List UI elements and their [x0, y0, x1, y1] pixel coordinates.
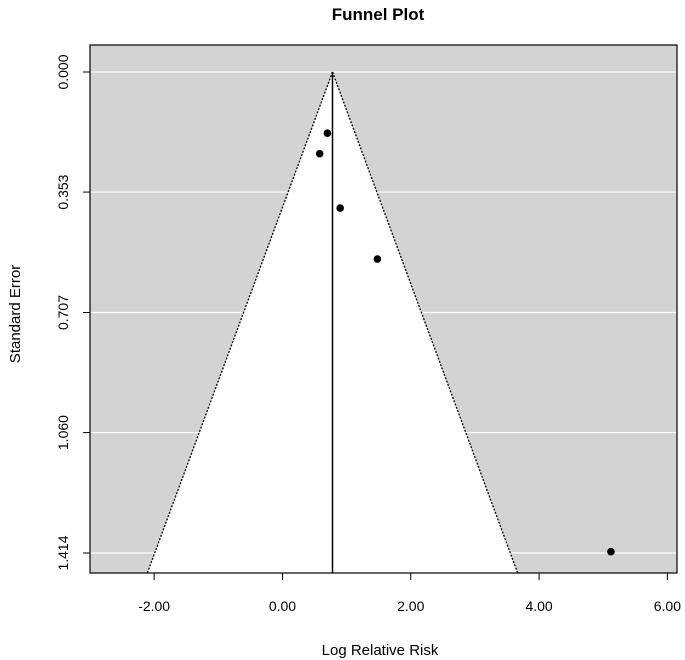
- study-points: [315, 129, 615, 556]
- study-point-0: [323, 129, 332, 138]
- study-point-1: [315, 149, 324, 158]
- chart-title: Funnel Plot: [332, 5, 425, 24]
- y-tick-label-2: 0.707: [55, 295, 71, 330]
- x-tick-label-0: -2.00: [138, 598, 170, 614]
- funnel-right-edge: [331, 71, 519, 574]
- x-tick-label-1: 0.00: [269, 598, 296, 614]
- study-point-4: [607, 547, 615, 556]
- y-tick-label-1: 0.353: [55, 174, 71, 209]
- y-axis-label: Standard Error: [7, 265, 24, 363]
- x-axis: -2.00 0.00 2.00 4.00 6.00: [138, 573, 681, 614]
- x-tick-label-3: 4.00: [525, 598, 552, 614]
- x-tick-label-4: 6.00: [654, 598, 681, 614]
- y-tick-label-4: 1.414: [55, 535, 71, 570]
- funnel-edges: [146, 71, 519, 574]
- x-tick-label-2: 2.00: [397, 598, 424, 614]
- study-point-3: [373, 255, 382, 263]
- y-tick-label-3: 1.060: [55, 415, 71, 450]
- plot-frame: [89, 44, 678, 574]
- y-axis: 0.000 0.353 0.707 1.060 1.414: [55, 54, 90, 571]
- x-axis-label: Log Relative Risk: [322, 642, 439, 659]
- y-tick-label-0: 0.000: [55, 54, 71, 89]
- study-point-2: [336, 204, 344, 212]
- funnel-left-edge: [146, 71, 334, 574]
